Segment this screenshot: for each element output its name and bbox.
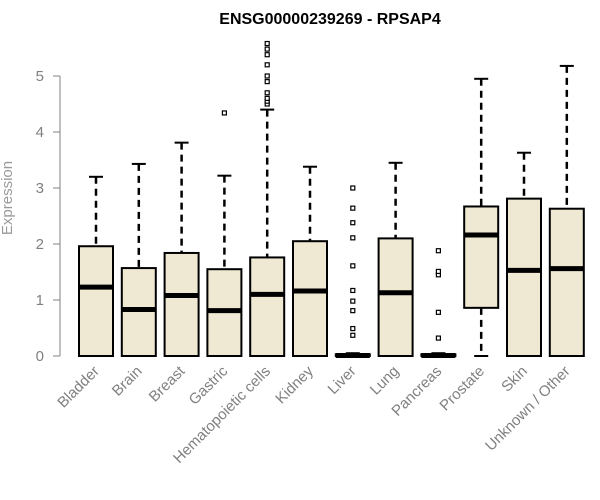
box-5 [292, 165, 328, 357]
outlier-point [435, 268, 441, 275]
box-body [377, 237, 414, 357]
outlier-point [264, 90, 270, 96]
outlier-point [264, 46, 270, 52]
outlier-point [264, 62, 270, 68]
y-tick-label: 1 [36, 292, 44, 309]
box-body [78, 245, 114, 358]
outlier-point [350, 287, 356, 294]
box-body [292, 240, 328, 357]
box-body [163, 251, 200, 358]
outlier-point [264, 78, 270, 85]
box-body [506, 197, 542, 357]
box-9 [463, 77, 500, 357]
boxes-group [78, 40, 585, 358]
box-3 [206, 110, 243, 358]
y-tick-label: 0 [36, 348, 44, 365]
outlier-point [350, 263, 356, 269]
box-11 [548, 64, 585, 357]
box-1 [120, 162, 157, 357]
x-tick-label: Brain [109, 363, 146, 400]
box-2 [163, 141, 200, 358]
outlier-point [350, 332, 356, 338]
outlier-point [350, 298, 356, 304]
outlier-point [264, 95, 270, 102]
outlier-point [221, 110, 227, 116]
box-8 [420, 248, 457, 358]
outlier-point [350, 220, 356, 226]
outlier-point [264, 40, 270, 47]
box-0 [78, 175, 114, 358]
box-7 [377, 161, 414, 357]
outlier-point [350, 308, 356, 314]
x-tick-label: Bladder [54, 363, 103, 412]
x-tick-label: Breast [146, 362, 189, 405]
chart-title: ENSG00000239269 - RPSAP4 [219, 11, 441, 28]
x-tick-label: Kidney [272, 362, 317, 407]
box-4 [249, 40, 286, 357]
box-body [249, 256, 286, 357]
box-body [463, 205, 500, 309]
outlier-point [350, 235, 356, 241]
y-tick-label: 2 [36, 236, 44, 253]
x-tick-label: Lung [367, 363, 403, 399]
x-tick-label: Prostate [436, 363, 488, 415]
y-tick-label: 4 [36, 124, 44, 141]
box-10 [506, 151, 542, 357]
box-body [120, 267, 157, 357]
outlier-point [435, 248, 441, 254]
x-tick-label: Liver [325, 363, 360, 398]
outlier-point [435, 309, 441, 315]
y-axis-label: Expression [0, 161, 16, 235]
outlier-point [264, 52, 270, 58]
outlier-point [350, 205, 356, 211]
box-body [548, 207, 585, 357]
outlier-point [264, 73, 270, 79]
y-tick-label: 5 [36, 68, 44, 85]
outlier-point [435, 335, 441, 341]
y-tick-label: 3 [36, 180, 44, 197]
outlier-point [350, 325, 356, 332]
y-axis: 0 1 2 3 4 5 [36, 68, 61, 365]
box-6 [334, 185, 371, 358]
outlier-point [350, 185, 356, 191]
x-tick-label: Skin [498, 363, 531, 396]
